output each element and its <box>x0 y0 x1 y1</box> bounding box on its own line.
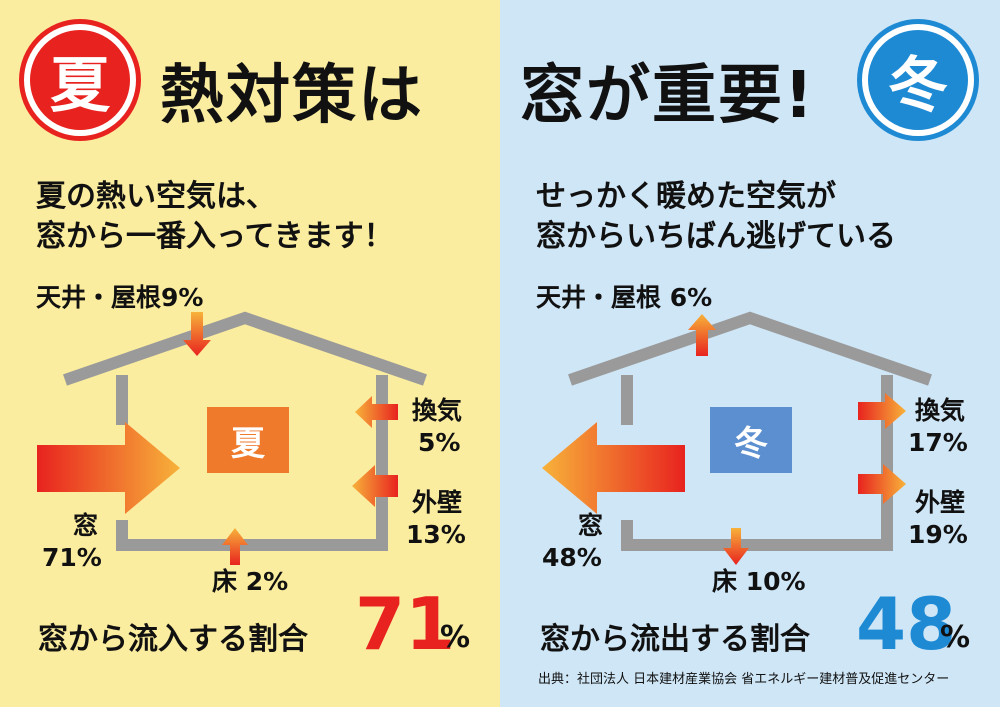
summer-wall-arrow <box>352 465 398 507</box>
winter-floor-arrow <box>723 528 749 565</box>
summer-house-outline <box>63 311 427 551</box>
summer-ratio-value: 71 <box>355 582 456 666</box>
summer-house-label: 夏 <box>207 407 289 473</box>
summer-badge: 夏 <box>24 24 136 136</box>
summer-subtitle-line1: 夏の熱い空気は、 <box>36 179 276 214</box>
summer-floor-arrow <box>222 528 248 565</box>
summer-vent-label: 換気 <box>412 396 463 425</box>
summer-window-value: 71% <box>42 543 102 572</box>
winter-vent-arrow <box>858 393 906 429</box>
summer-ratio-unit: % <box>440 620 471 655</box>
winter-subtitle-line1: せっかく暖めた空気が <box>536 179 836 214</box>
winter-roof-arrow <box>688 314 716 356</box>
winter-badge: 冬 <box>862 24 974 136</box>
winter-window-arrow <box>542 422 685 514</box>
summer-vent-arrow <box>355 396 398 428</box>
winter-wall-value: 19% <box>908 520 968 549</box>
summer-ratio-label: 窓から流入する割合 <box>38 622 308 657</box>
winter-house-outline <box>568 311 932 551</box>
summer-window-arrow <box>37 422 180 514</box>
summer-window-label: 窓 <box>73 511 99 540</box>
winter-wall-label: 外壁 <box>915 488 966 517</box>
winter-roof-label: 天井・屋根 6% <box>536 283 713 312</box>
summer-roof-label: 天井・屋根9% <box>36 283 204 312</box>
winter-window-label: 窓 <box>578 511 604 540</box>
winter-floor-label: 床 10% <box>712 567 806 596</box>
winter-wall-arrow <box>858 464 906 504</box>
winter-vent-value: 17% <box>908 428 968 457</box>
summer-wall-label: 外壁 <box>412 488 463 517</box>
summer-subtitle-line2: 窓から一番入ってきます！ <box>36 219 394 254</box>
winter-ratio-label: 窓から流出する割合 <box>540 622 810 657</box>
headline-right: 窓が重要! <box>520 59 816 133</box>
summer-wall-value: 13% <box>406 520 466 549</box>
winter-house-label: 冬 <box>710 407 792 473</box>
source-credit: 出典：社団法人 日本建材産業協会 省エネルギー建材普及促進センター <box>538 672 950 687</box>
summer-roof-arrow <box>183 312 211 356</box>
winter-window-value: 48% <box>542 543 602 572</box>
summer-vent-value: 5% <box>418 428 461 457</box>
headline-left: 熱対策は <box>160 59 424 133</box>
winter-ratio-value: 48 <box>856 582 957 666</box>
summer-floor-label: 床 2% <box>212 567 289 596</box>
winter-subtitle-line2: 窓からいちばん逃げている <box>536 219 896 254</box>
winter-vent-label: 換気 <box>915 396 966 425</box>
winter-ratio-unit: % <box>940 620 971 655</box>
